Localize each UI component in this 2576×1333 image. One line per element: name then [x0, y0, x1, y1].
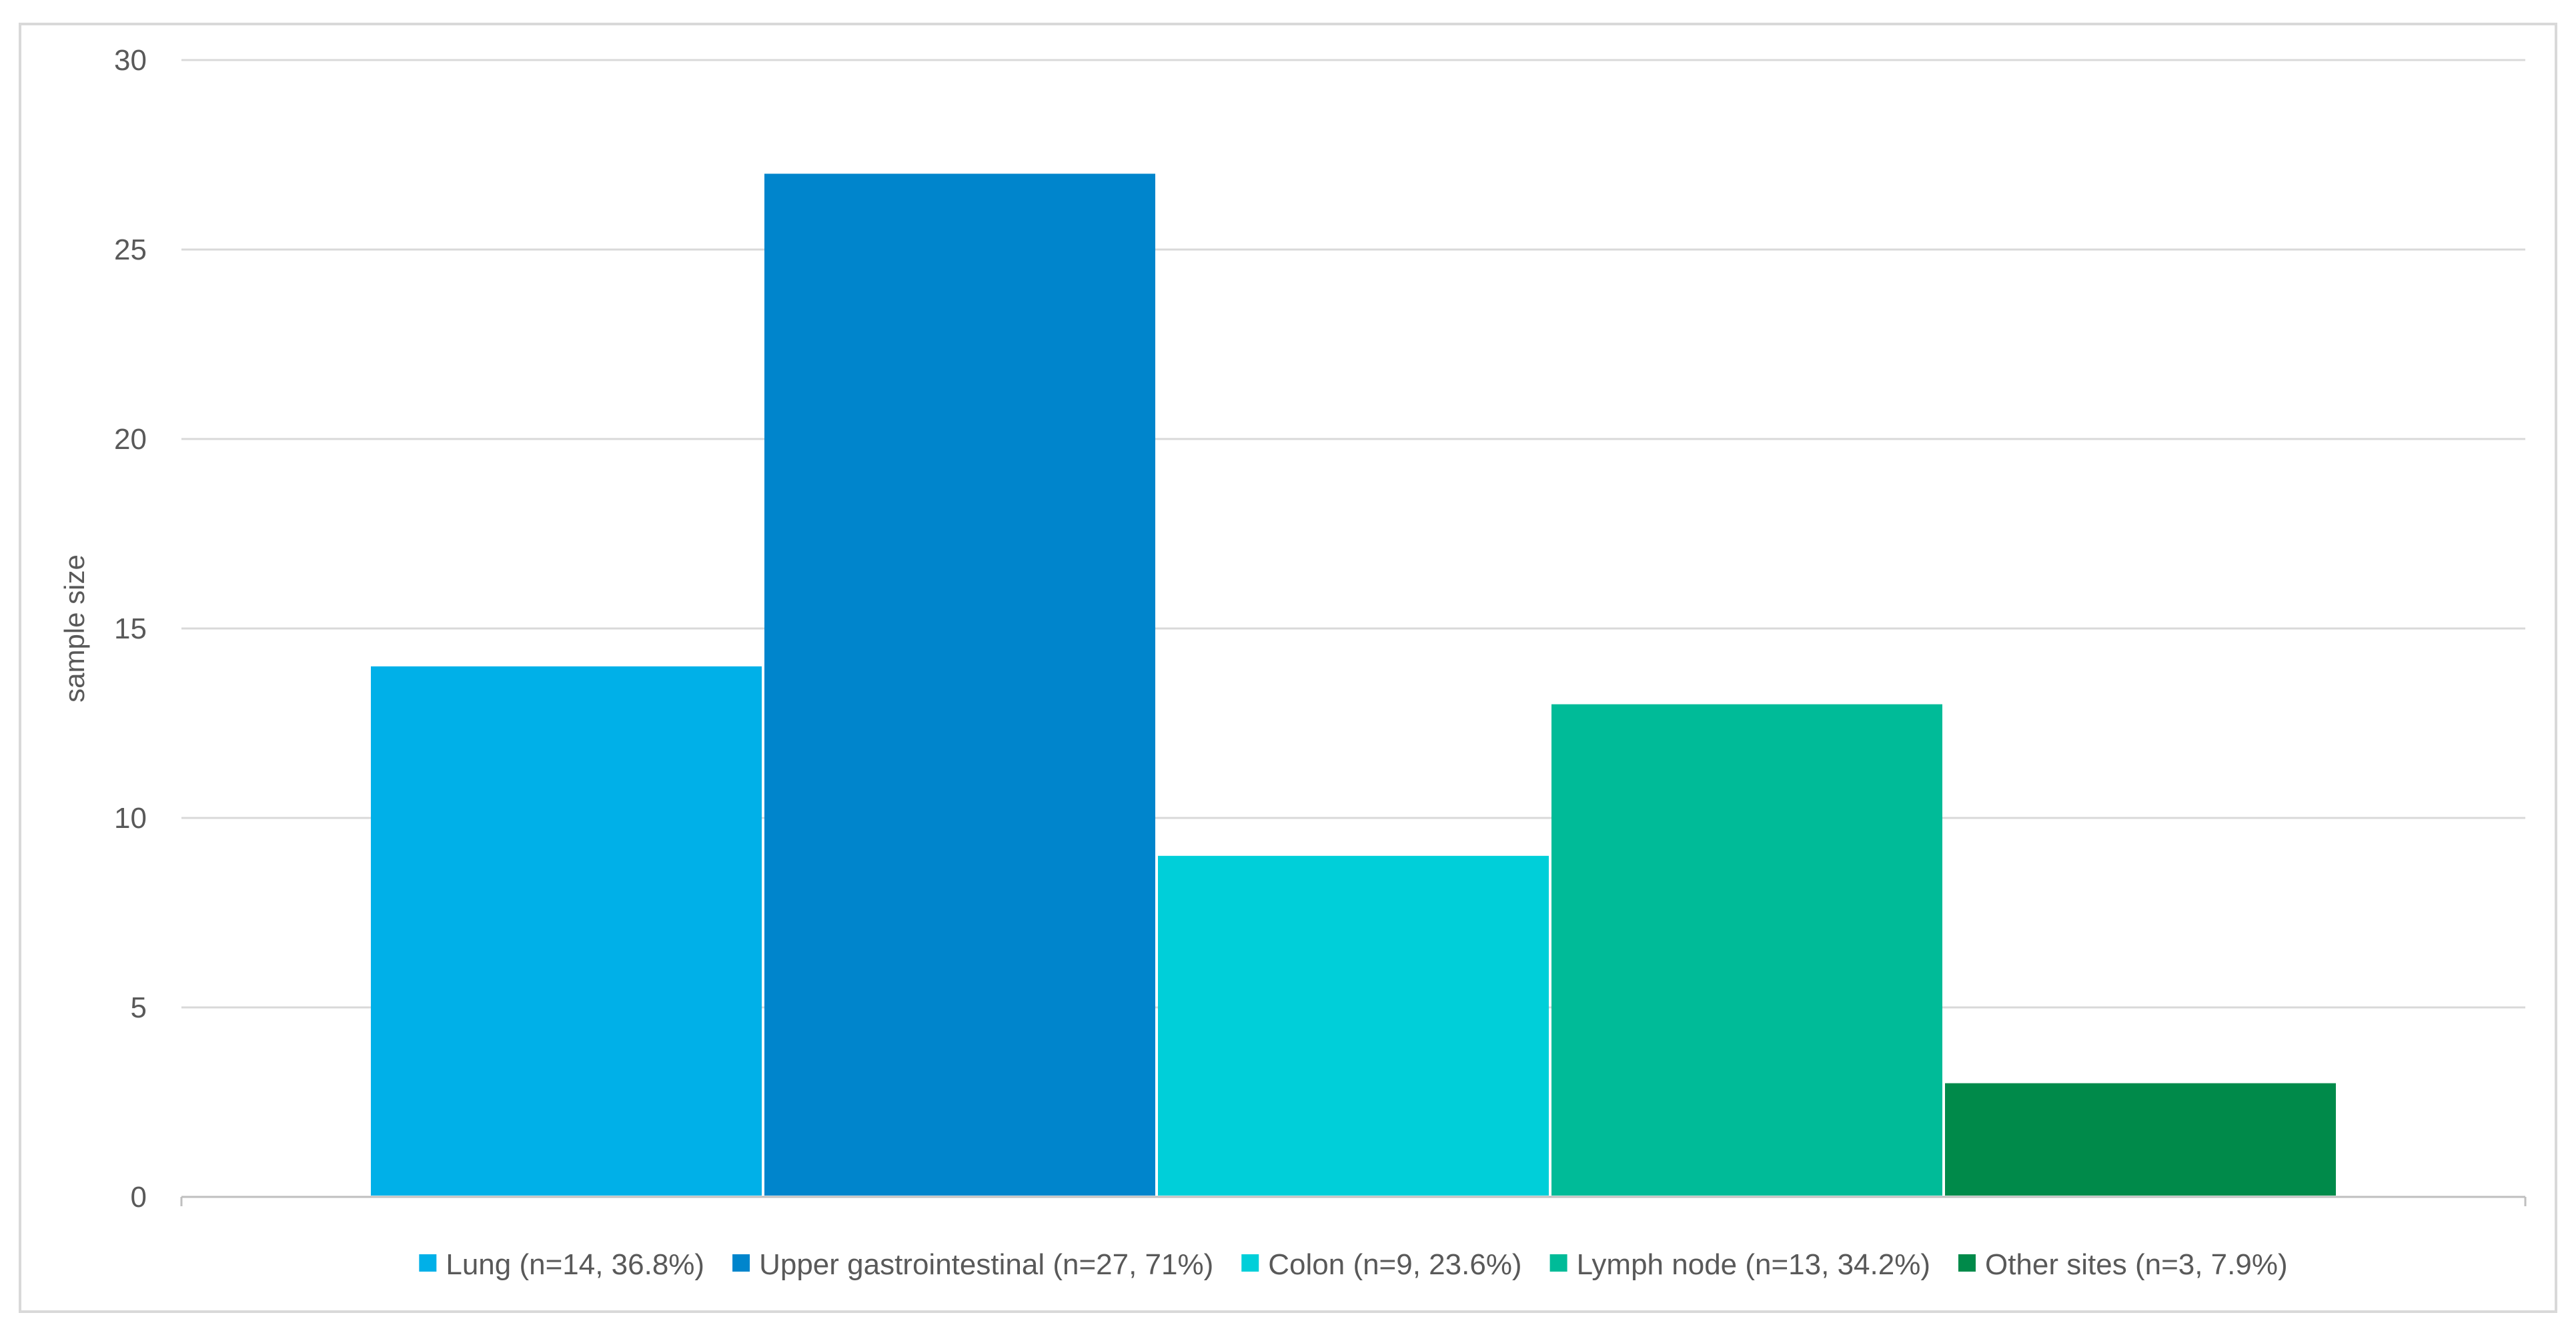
- bar-1: [371, 666, 762, 1196]
- y-tick-label: 20: [114, 423, 147, 456]
- legend-label: Colon (n=9, 23.6%): [1268, 1248, 1521, 1281]
- legend-label: Upper gastrointestinal (n=27, 71%): [759, 1248, 1213, 1281]
- bar-4: [1551, 704, 1942, 1196]
- legend-label: Other sites (n=3, 7.9%): [1985, 1248, 2288, 1281]
- y-tick-label: 15: [114, 612, 147, 645]
- chart-frame: 0 5 10 15 20 25 30 sample size Lung (n=14, 36.…: [19, 23, 2557, 1313]
- legend-swatch: [1549, 1254, 1567, 1272]
- y-tick-label: 30: [114, 44, 147, 77]
- bar-3: [1158, 855, 1549, 1196]
- axes: 0 5 10 15 20 25 30: [114, 44, 2527, 1214]
- legend-label: Lymph node (n=13, 34.2%): [1577, 1248, 1930, 1281]
- bar-2: [764, 173, 1155, 1196]
- legend-swatch: [732, 1254, 750, 1272]
- legend-swatch: [419, 1254, 437, 1272]
- bar-5: [1945, 1083, 2336, 1196]
- y-tick-label: 25: [114, 234, 147, 266]
- y-tick-label: 10: [114, 802, 147, 835]
- y-axis-title: sample size: [59, 554, 90, 703]
- legend-label: Lung (n=14, 36.8%): [446, 1248, 704, 1281]
- bars: [371, 173, 2336, 1196]
- legend: Lung (n=14, 36.8%) Upper gastrointestinal…: [419, 1248, 2288, 1281]
- y-tick-label: 5: [131, 991, 147, 1024]
- legend-swatch: [1241, 1254, 1259, 1272]
- y-tick-label: 0: [131, 1181, 147, 1214]
- bar-chart: 0 5 10 15 20 25 30 sample size Lung (n=14, 36.…: [59, 44, 2527, 1281]
- legend-swatch: [1958, 1254, 1976, 1272]
